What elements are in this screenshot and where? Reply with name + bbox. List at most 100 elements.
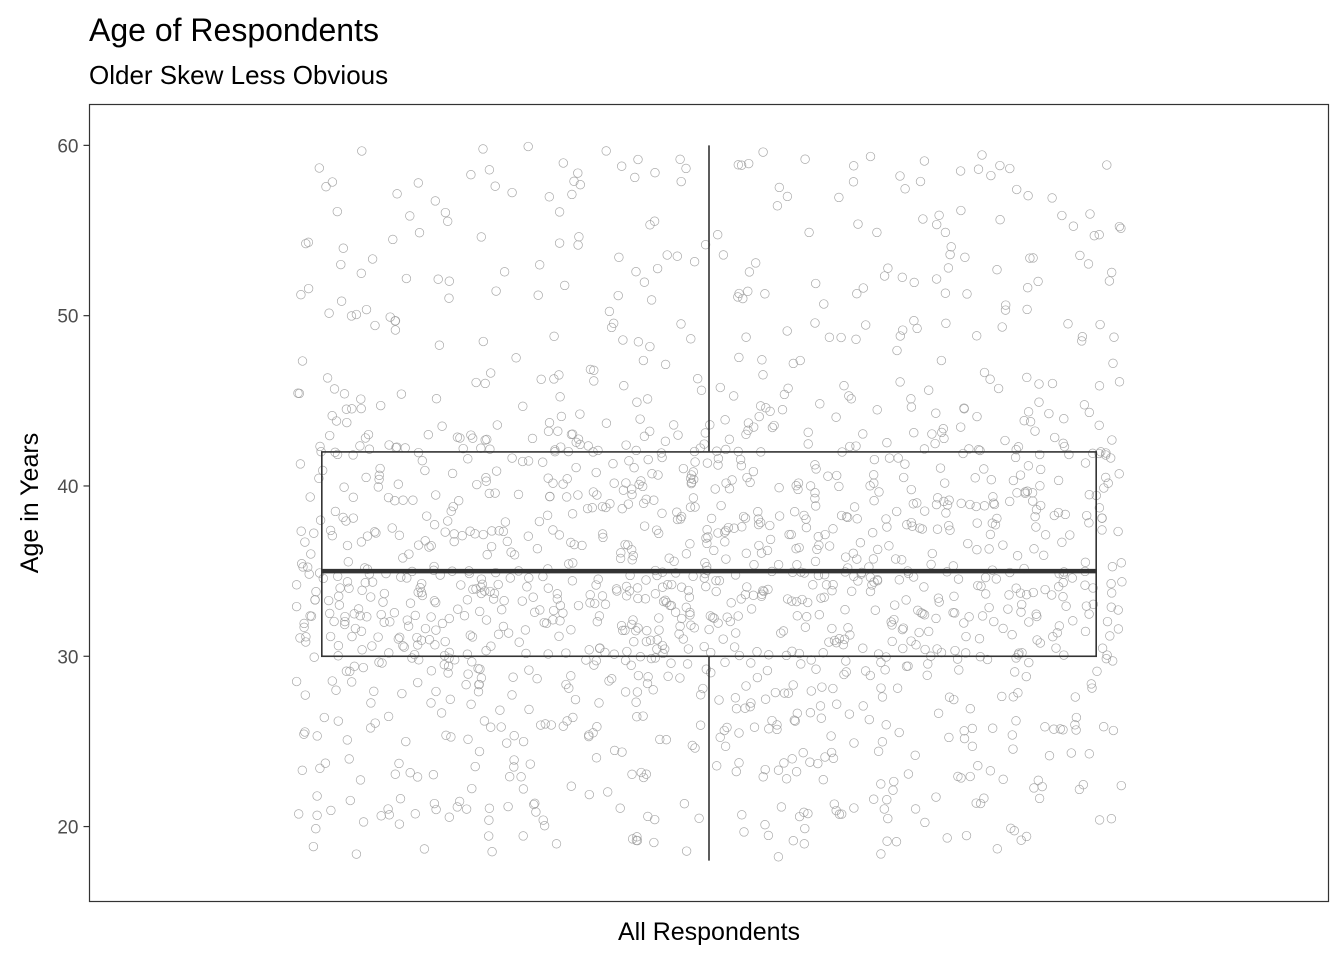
data-point: [855, 538, 866, 548]
data-point: [473, 663, 483, 674]
data-point: [906, 402, 917, 412]
data-point: [394, 530, 405, 540]
data-point: [463, 669, 473, 679]
data-point: [384, 648, 394, 658]
data-point: [646, 295, 657, 305]
data-point: [861, 320, 871, 330]
data-point: [291, 676, 302, 687]
data-point: [716, 500, 726, 511]
data-point: [324, 595, 334, 606]
data-point: [770, 687, 781, 698]
data-point: [979, 464, 989, 474]
data-point: [711, 575, 721, 586]
data-point: [683, 585, 694, 596]
data-point: [384, 440, 394, 450]
data-point: [1021, 590, 1032, 600]
data-point: [428, 770, 439, 780]
data-point: [560, 280, 570, 291]
data-point: [1057, 210, 1067, 221]
data-point: [556, 411, 567, 422]
data-point: [829, 635, 840, 646]
data-point: [663, 671, 673, 681]
data-point: [841, 552, 851, 562]
data-point: [950, 645, 960, 656]
data-point: [327, 676, 337, 686]
data-point: [869, 454, 880, 465]
data-point: [715, 732, 725, 742]
data-point: [291, 601, 302, 612]
data-point: [1101, 654, 1111, 664]
data-point: [449, 529, 459, 539]
data-point: [356, 626, 367, 636]
data-point: [401, 273, 412, 284]
data-point: [1030, 426, 1040, 436]
data-point: [887, 620, 897, 630]
data-point: [701, 533, 711, 543]
data-point: [642, 394, 653, 404]
data-point: [471, 377, 481, 388]
data-point: [566, 429, 577, 440]
data-point: [615, 803, 625, 813]
data-point: [737, 522, 747, 532]
data-point: [1011, 445, 1021, 455]
data-point: [458, 443, 468, 454]
panel-border: [88, 103, 1330, 903]
data-point: [535, 260, 545, 270]
data-point: [466, 699, 476, 709]
data-point: [1012, 184, 1022, 195]
data-point: [588, 487, 599, 497]
data-point: [965, 499, 975, 510]
data-point: [485, 444, 495, 454]
data-point: [477, 579, 488, 589]
data-point: [633, 670, 644, 681]
data-point: [938, 424, 948, 434]
data-point: [872, 405, 882, 415]
data-point: [953, 771, 963, 782]
data-point: [714, 695, 724, 705]
data-point: [893, 453, 903, 463]
data-point: [834, 809, 845, 819]
data-point: [398, 641, 408, 651]
data-point: [849, 161, 859, 171]
data-point: [475, 606, 485, 617]
data-point: [992, 265, 1002, 275]
data-point: [1083, 259, 1094, 269]
data-point: [508, 672, 518, 682]
data-point: [696, 385, 707, 395]
data-point: [864, 714, 874, 725]
data-point: [315, 441, 325, 452]
data-point: [686, 620, 696, 630]
data-point: [940, 478, 950, 488]
data-point: [1040, 584, 1050, 595]
data-point: [1004, 590, 1014, 600]
data-point: [627, 619, 637, 630]
data-point: [811, 501, 821, 511]
data-point: [461, 804, 472, 814]
data-point: [431, 686, 441, 697]
data-point: [601, 146, 611, 156]
data-point: [552, 594, 562, 604]
data-point: [897, 624, 908, 635]
data-point: [660, 436, 671, 446]
data-point: [971, 798, 981, 808]
data-point: [900, 184, 910, 194]
data-point: [737, 810, 747, 820]
data-point: [374, 474, 384, 485]
data-point: [1084, 518, 1094, 528]
data-point: [791, 596, 802, 607]
data-point: [461, 680, 471, 690]
data-point: [816, 713, 826, 723]
data-point: [476, 582, 486, 592]
data-point: [831, 638, 842, 648]
data-point: [1015, 470, 1026, 480]
data-point: [714, 576, 725, 586]
data-point: [820, 529, 830, 540]
data-point: [441, 730, 451, 740]
data-point: [426, 612, 436, 622]
data-point: [762, 545, 773, 556]
data-point: [493, 579, 503, 590]
data-point: [590, 598, 600, 609]
data-point: [297, 559, 307, 569]
data-point: [555, 600, 566, 611]
